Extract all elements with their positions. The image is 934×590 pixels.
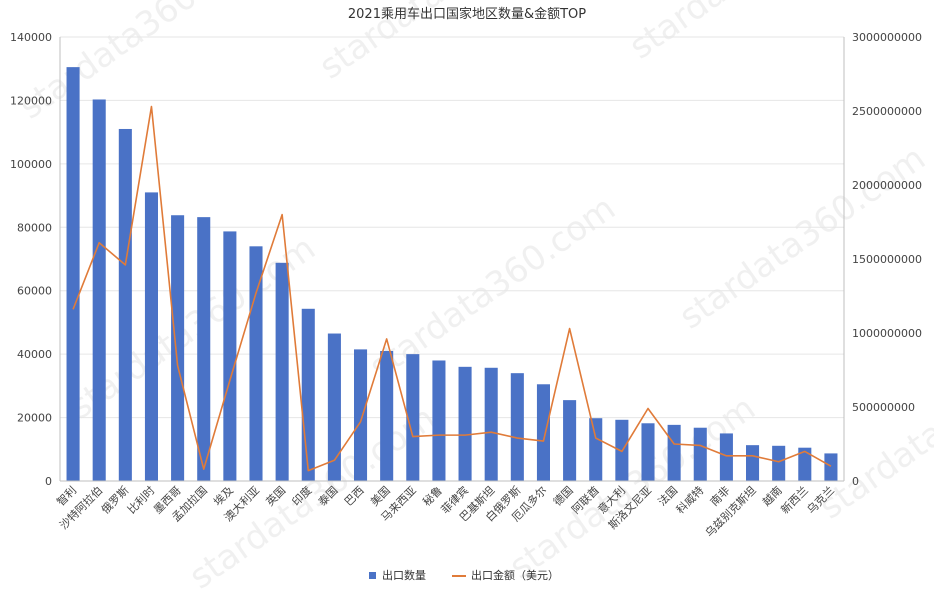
series-line [72,105,832,472]
bar [197,217,211,481]
bar [432,360,446,481]
bar [118,128,132,481]
bar [144,192,158,481]
bar [327,333,341,481]
bar [301,308,315,481]
bar [380,350,394,481]
y-left-tick-label: 40000 [17,348,52,361]
bar [746,445,760,481]
bar [536,384,550,481]
legend-label: 出口数量 [382,568,426,582]
legend-bar-swatch [369,572,376,579]
x-tick-label: 新西兰 [778,483,811,516]
bar-series [66,67,838,481]
y-left-tick-label: 0 [45,475,52,488]
bar [66,67,80,481]
x-tick-label: 俄罗斯 [99,484,132,517]
x-tick-label: 比利时 [125,484,158,517]
bar [772,445,786,481]
y-right-tick-label: 500000000 [852,401,915,414]
bar [667,424,681,481]
y-left-tick-label: 80000 [17,221,52,234]
y-left-tick-label: 20000 [17,412,52,425]
line-series [72,105,832,472]
bar [458,366,472,481]
y-left-tick-label: 140000 [10,31,52,44]
y-left-tick-label: 100000 [10,158,52,171]
watermark-text: stardata360.com [362,188,623,387]
bar [589,418,603,481]
bar [354,349,368,481]
y-right-tick-label: 1500000000 [852,253,922,266]
bar [92,99,106,481]
x-tick-label: 科威特 [673,483,706,516]
y-right-tick-label: 3000000000 [852,31,922,44]
bar [484,367,498,481]
y-right-tick-label: 2500000000 [852,105,922,118]
legend: 出口数量 出口金额（美元） [369,568,559,582]
watermark-text: stardata360.com [672,138,933,337]
bar [824,453,838,481]
bar [510,373,524,481]
bar [406,354,420,481]
watermark-text: stardata360.com [12,0,273,127]
y-left-tick-label: 60000 [17,285,52,298]
y-right-tick-label: 0 [852,475,859,488]
bar [563,400,577,481]
bar [223,231,237,481]
y-right-tick-label: 1000000000 [852,327,922,340]
bar [275,262,289,481]
bar [693,427,707,481]
chart-title: 2021乘用车出口国家地区数量&金额TOP [348,6,586,22]
y-right-tick-label: 2000000000 [852,179,922,192]
bar [171,215,185,481]
bar [719,433,733,481]
y-left-tick-label: 120000 [10,94,52,107]
legend-label: 出口金额（美元） [471,568,559,582]
bar [798,447,812,481]
bar [641,423,655,481]
